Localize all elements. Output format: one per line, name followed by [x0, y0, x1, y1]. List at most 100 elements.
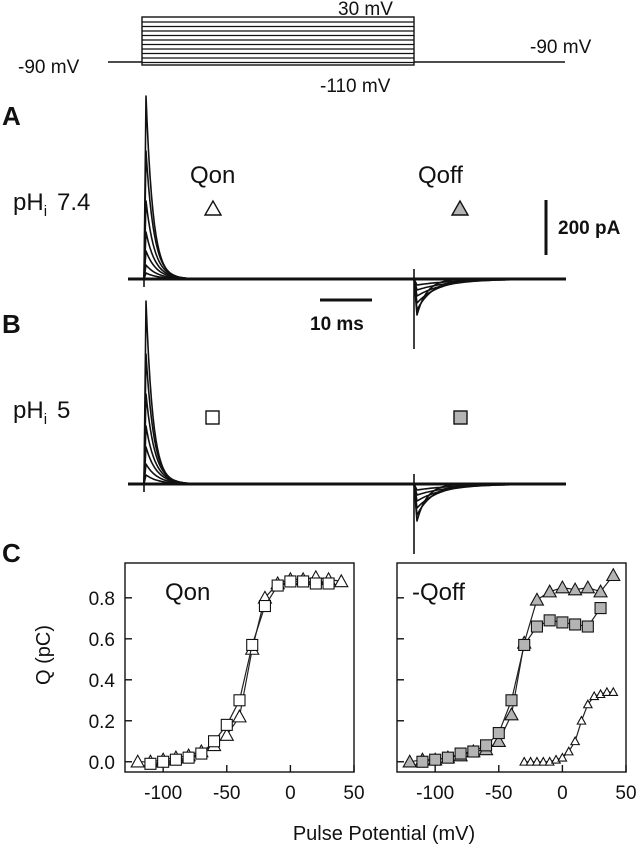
- data-point-square: [454, 747, 467, 760]
- data-point-triangle: [569, 735, 581, 746]
- data-point-triangle: [608, 686, 619, 696]
- data-point-triangle: [605, 567, 621, 582]
- data-point-square: [297, 575, 310, 588]
- data-point-square: [429, 753, 442, 766]
- y-tick-label: 0.0: [89, 753, 115, 774]
- qon-open-triangle-marker: [203, 199, 223, 216]
- data-point-square: [208, 735, 221, 748]
- data-point-square: [530, 620, 543, 633]
- x-ticks: -100 -50 0 50: [416, 765, 637, 804]
- on-current-trace: [143, 353, 195, 485]
- data-point-triangle: [554, 579, 570, 594]
- bottom-step-label: -110 mV: [320, 76, 391, 97]
- data-point-square: [505, 694, 518, 707]
- data-point-square: [220, 718, 233, 731]
- on-current-trace: [143, 474, 195, 485]
- data-point-square: [309, 577, 322, 590]
- ph-value: 7.4: [57, 189, 90, 216]
- data-point-square: [518, 638, 531, 652]
- x-tick-label: -50: [485, 783, 512, 804]
- y-tick-label: 0.6: [89, 630, 115, 651]
- data-point-triangle: [219, 727, 235, 741]
- top-step-label: 30 mV: [338, 0, 393, 20]
- data-point-triangle: [557, 752, 568, 762]
- on-current-trace: [143, 463, 195, 485]
- data-point-triangle: [531, 756, 543, 766]
- data-point-square: [594, 602, 607, 615]
- qon-label: Qon: [190, 162, 235, 189]
- data-point-triangle: [504, 706, 519, 721]
- on-current-trace: [143, 272, 195, 280]
- voltage-protocol: -90 mV 30 mV -110 mV -90 mV: [18, 0, 592, 97]
- x-tick-label: -100: [416, 783, 454, 804]
- off-current-trace: [413, 483, 516, 522]
- qoff-filled-triangle-marker: [450, 199, 470, 216]
- data-point-triangle: [582, 699, 593, 709]
- x-tick-label: 0: [557, 783, 568, 804]
- holding-right-label: -90 mV: [530, 37, 592, 58]
- data-point-square: [271, 579, 284, 592]
- data-point-square: [169, 753, 182, 766]
- data-point-square: [233, 694, 246, 707]
- holding-left-label: -90 mV: [18, 57, 80, 78]
- data-point-square: [157, 755, 170, 768]
- data-point-square: [144, 757, 157, 770]
- data-point-triangle: [567, 582, 583, 596]
- ph-text: pH: [13, 397, 44, 424]
- x-tick-label: 0: [285, 783, 296, 804]
- panel-a: A pHi 7.4 Qon Qoff 200 pA 10 ms: [2, 95, 621, 349]
- qoff-data-marks: [397, 567, 621, 768]
- data-point-triangle: [519, 756, 530, 766]
- off-current-trace: [413, 483, 516, 491]
- y-ticks: 0.0 0.2 0.4 0.6 0.8: [89, 589, 116, 774]
- y-tick-label: 0.4: [89, 671, 116, 692]
- y-axis-label: Q (pC): [33, 625, 55, 685]
- data-point-triangle: [130, 754, 146, 768]
- data-point-square: [416, 755, 429, 768]
- data-point-triangle: [232, 709, 247, 723]
- current-traces-b: [128, 300, 566, 554]
- current-scale-label: 200 pA: [558, 218, 621, 239]
- panel-b: B pHi 5: [2, 300, 566, 554]
- ph-subscript: i: [44, 411, 47, 428]
- on-current-trace: [143, 300, 195, 485]
- data-point-triangle: [542, 584, 558, 598]
- data-point-square: [492, 727, 505, 740]
- x-tick-label: 50: [343, 783, 364, 804]
- qoff-plot: -Qoff -100 -50 0 50: [396, 562, 637, 804]
- qon-plot-frame: [124, 562, 355, 773]
- off-current-trace: [413, 278, 516, 316]
- qon-data-marks: [125, 569, 349, 770]
- qoff-plot-frame: [396, 562, 627, 773]
- ph-text: pH: [13, 189, 44, 216]
- data-point-square: [543, 614, 556, 627]
- ph-value: 5: [57, 397, 70, 424]
- data-point-triangle: [580, 579, 596, 594]
- data-point-square: [284, 575, 297, 588]
- qoff-label: Qoff: [418, 162, 463, 189]
- x-ticks: -100 -50 0 50: [144, 765, 365, 804]
- qon-open-square-marker: [205, 410, 220, 425]
- data-point-square: [322, 577, 335, 590]
- qon-plot: Qon 0.0 0.2 0.4 0.6 0.8 -100 -50 0 50: [89, 562, 365, 804]
- panel-c-letter: C: [2, 538, 21, 568]
- data-point-triangle: [576, 715, 587, 725]
- qoff-plot-title: -Qoff: [412, 579, 465, 606]
- x-tick-label: -50: [213, 783, 240, 804]
- data-point-triangle: [529, 592, 545, 606]
- data-point-square: [182, 751, 195, 764]
- step-box: [141, 16, 415, 66]
- data-point-triangle: [563, 746, 574, 756]
- data-point-square: [556, 616, 569, 629]
- data-point-triangle: [402, 754, 418, 768]
- panel-b-letter: B: [2, 309, 21, 339]
- data-point-triangle: [601, 686, 613, 696]
- panel-a-letter: A: [2, 101, 21, 131]
- data-point-square: [258, 599, 271, 613]
- on-current-trace: [143, 150, 195, 280]
- panel-a-ph: pHi 7.4: [13, 189, 90, 220]
- data-point-triangle: [525, 756, 536, 766]
- data-point-square: [195, 747, 208, 760]
- data-point-square: [441, 751, 454, 764]
- data-point-square: [467, 745, 480, 758]
